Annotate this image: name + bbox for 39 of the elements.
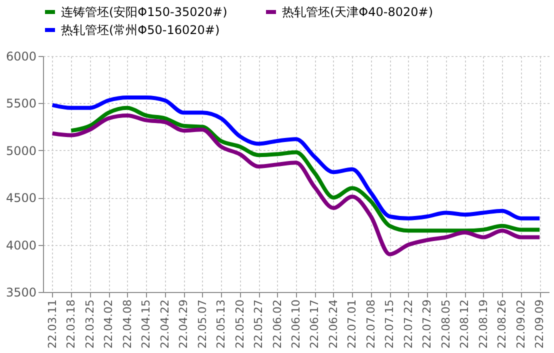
x-tick-label: 22.07.29	[420, 300, 434, 348]
x-tick-label: 22.04.22	[158, 300, 172, 348]
legend-label: 热轧管坯(常州Φ50-16020#)	[61, 23, 220, 37]
x-tick-label: 22.09.09	[533, 300, 546, 348]
line-series	[50, 113, 542, 256]
x-tick-label: 22.05.20	[233, 300, 246, 348]
x-tick-label: 22.05.07	[196, 300, 209, 348]
x-tick-label: 22.04.02	[102, 300, 116, 348]
x-tick-label: 22.08.12	[458, 300, 472, 348]
x-tick-label: 22.06.17	[308, 300, 322, 348]
line-series	[50, 96, 542, 220]
x-tick-label: 22.08.19	[476, 300, 490, 348]
x-tick-label: 22.08.05	[439, 300, 452, 348]
x-tick-label: 22.05.13	[214, 300, 228, 348]
legend-label: 连铸管坯(安阳Φ150-35020#)	[61, 5, 228, 19]
x-tick-label: 22.07.15	[383, 300, 396, 348]
line-series	[69, 106, 542, 233]
y-tick-label: 5500	[6, 96, 36, 111]
x-tick-label: 22.04.15	[140, 300, 153, 348]
y-tick-label: 5000	[6, 144, 36, 158]
y-tick-label: 4500	[6, 191, 36, 206]
x-tick-label: 22.06.02	[270, 300, 284, 348]
legend-label: 热轧管坯(天津Φ40-8020#)	[282, 5, 434, 19]
x-tick-label: 22.07.08	[364, 300, 378, 348]
y-tick-label: 4000	[6, 238, 36, 252]
x-tick-label: 22.07.22	[402, 300, 415, 348]
x-tick-label: 22.07.01	[346, 300, 359, 348]
x-tick-label: 22.03.18	[64, 300, 78, 348]
x-tick-label: 22.04.29	[177, 300, 190, 348]
y-tick-label: 6000	[6, 50, 36, 64]
x-tick-label: 22.03.11	[46, 300, 59, 348]
x-tick-label: 22.09.02	[514, 300, 528, 348]
x-tick-label: 22.05.27	[252, 300, 266, 348]
y-tick-label: 3500	[6, 286, 36, 300]
x-tick-label: 22.06.10	[290, 300, 302, 348]
x-tick-label: 22.04.08	[120, 300, 134, 348]
x-tick-label: 22.08.26	[496, 300, 509, 348]
x-tick-label: 22.06.24	[326, 300, 340, 348]
x-tick-label: 22.03.25	[83, 300, 96, 348]
